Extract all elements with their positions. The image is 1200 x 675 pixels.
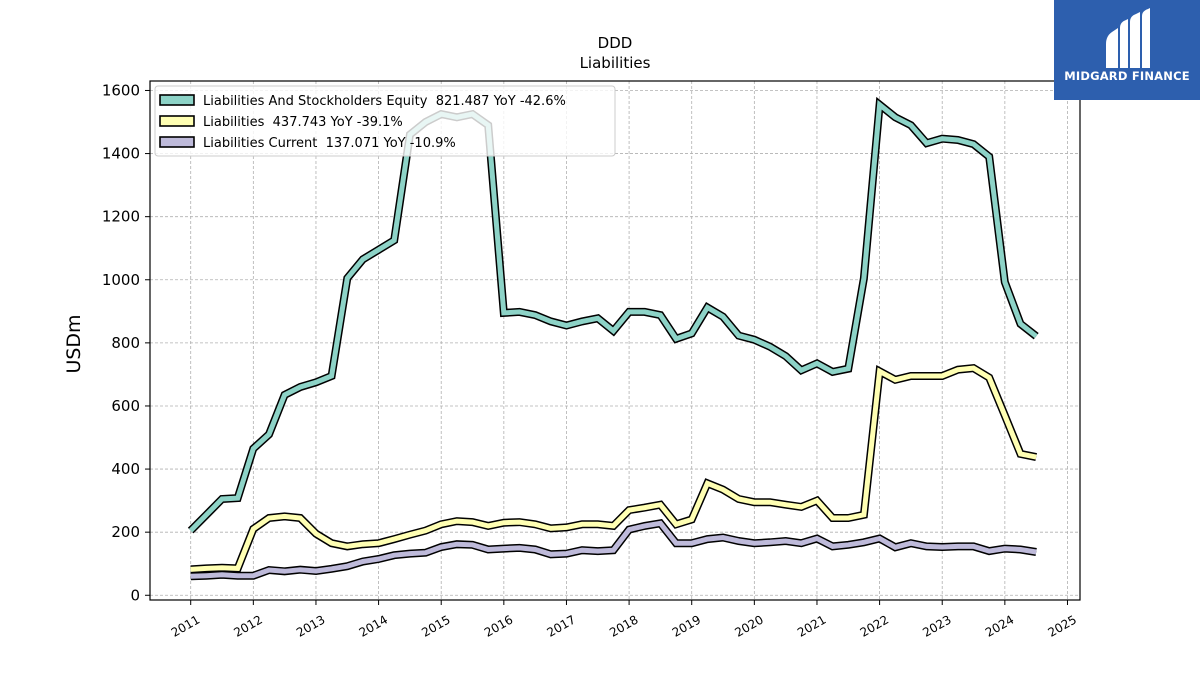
y-tick-label: 600 [111,397,140,415]
series-line-2 [190,520,1037,579]
midgard-logo-icon [1106,8,1150,68]
legend-entry-label: Liabilities Current 137.071 YoY -10.9% [203,136,456,151]
legend-entry-label: Liabilities And Stockholders Equity 821.… [203,94,566,109]
y-tick-label: 400 [111,460,140,478]
x-tick-label: 2012 [231,612,264,639]
y-tick-label: 200 [111,523,140,541]
y-tick-label: 1600 [102,81,140,99]
x-tick-label: 2019 [670,612,703,639]
y-tick-label: 1200 [102,208,140,226]
y-tick-label: 1400 [102,145,140,163]
plot-series [187,96,1039,581]
x-tick-label: 2020 [732,612,765,639]
y-tick-label: 0 [130,586,140,604]
series-line-1 [190,365,1037,572]
x-tick-label: 2015 [419,612,452,639]
legend-swatch [159,136,195,148]
brand-name: MIDGARD FINANCE [1064,69,1190,83]
axis-ticks: 0 200 400 600 800 1000 1200 1400 1600 2011 2012 201… [102,81,1079,639]
x-tick-label: 2011 [169,612,202,639]
chart-subtitle: Liabilities [580,54,651,72]
x-tick-label: 2018 [607,612,640,639]
x-tick-label: 2013 [294,612,327,639]
legend: Liabilities And Stockholders Equity 821.… [154,85,616,157]
series-line-0 [188,99,1038,533]
legend-box [154,85,616,157]
legend-swatch [159,94,195,106]
x-tick-label: 2014 [357,612,390,639]
x-tick-label: 2021 [795,612,828,639]
x-tick-label: 2022 [858,612,891,639]
series-outline-0 [187,96,1039,534]
legend-swatch [159,115,195,127]
y-axis-label: USDm [63,314,85,373]
plot-frame [149,80,1081,601]
brand-logo: MIDGARD FINANCE [1054,0,1200,100]
y-tick-label: 800 [111,334,140,352]
x-tick-label: 2023 [920,612,953,639]
y-tick-label: 1000 [102,271,140,289]
legend-entry-label: Liabilities 437.743 YoY -39.1% [203,115,403,130]
x-tick-label: 2016 [482,612,515,639]
chart-title: DDD [598,34,633,52]
x-tick-label: 2025 [1046,612,1079,639]
x-tick-label: 2017 [545,612,578,639]
x-tick-label: 2024 [983,612,1016,639]
grid-lines [150,81,1080,600]
